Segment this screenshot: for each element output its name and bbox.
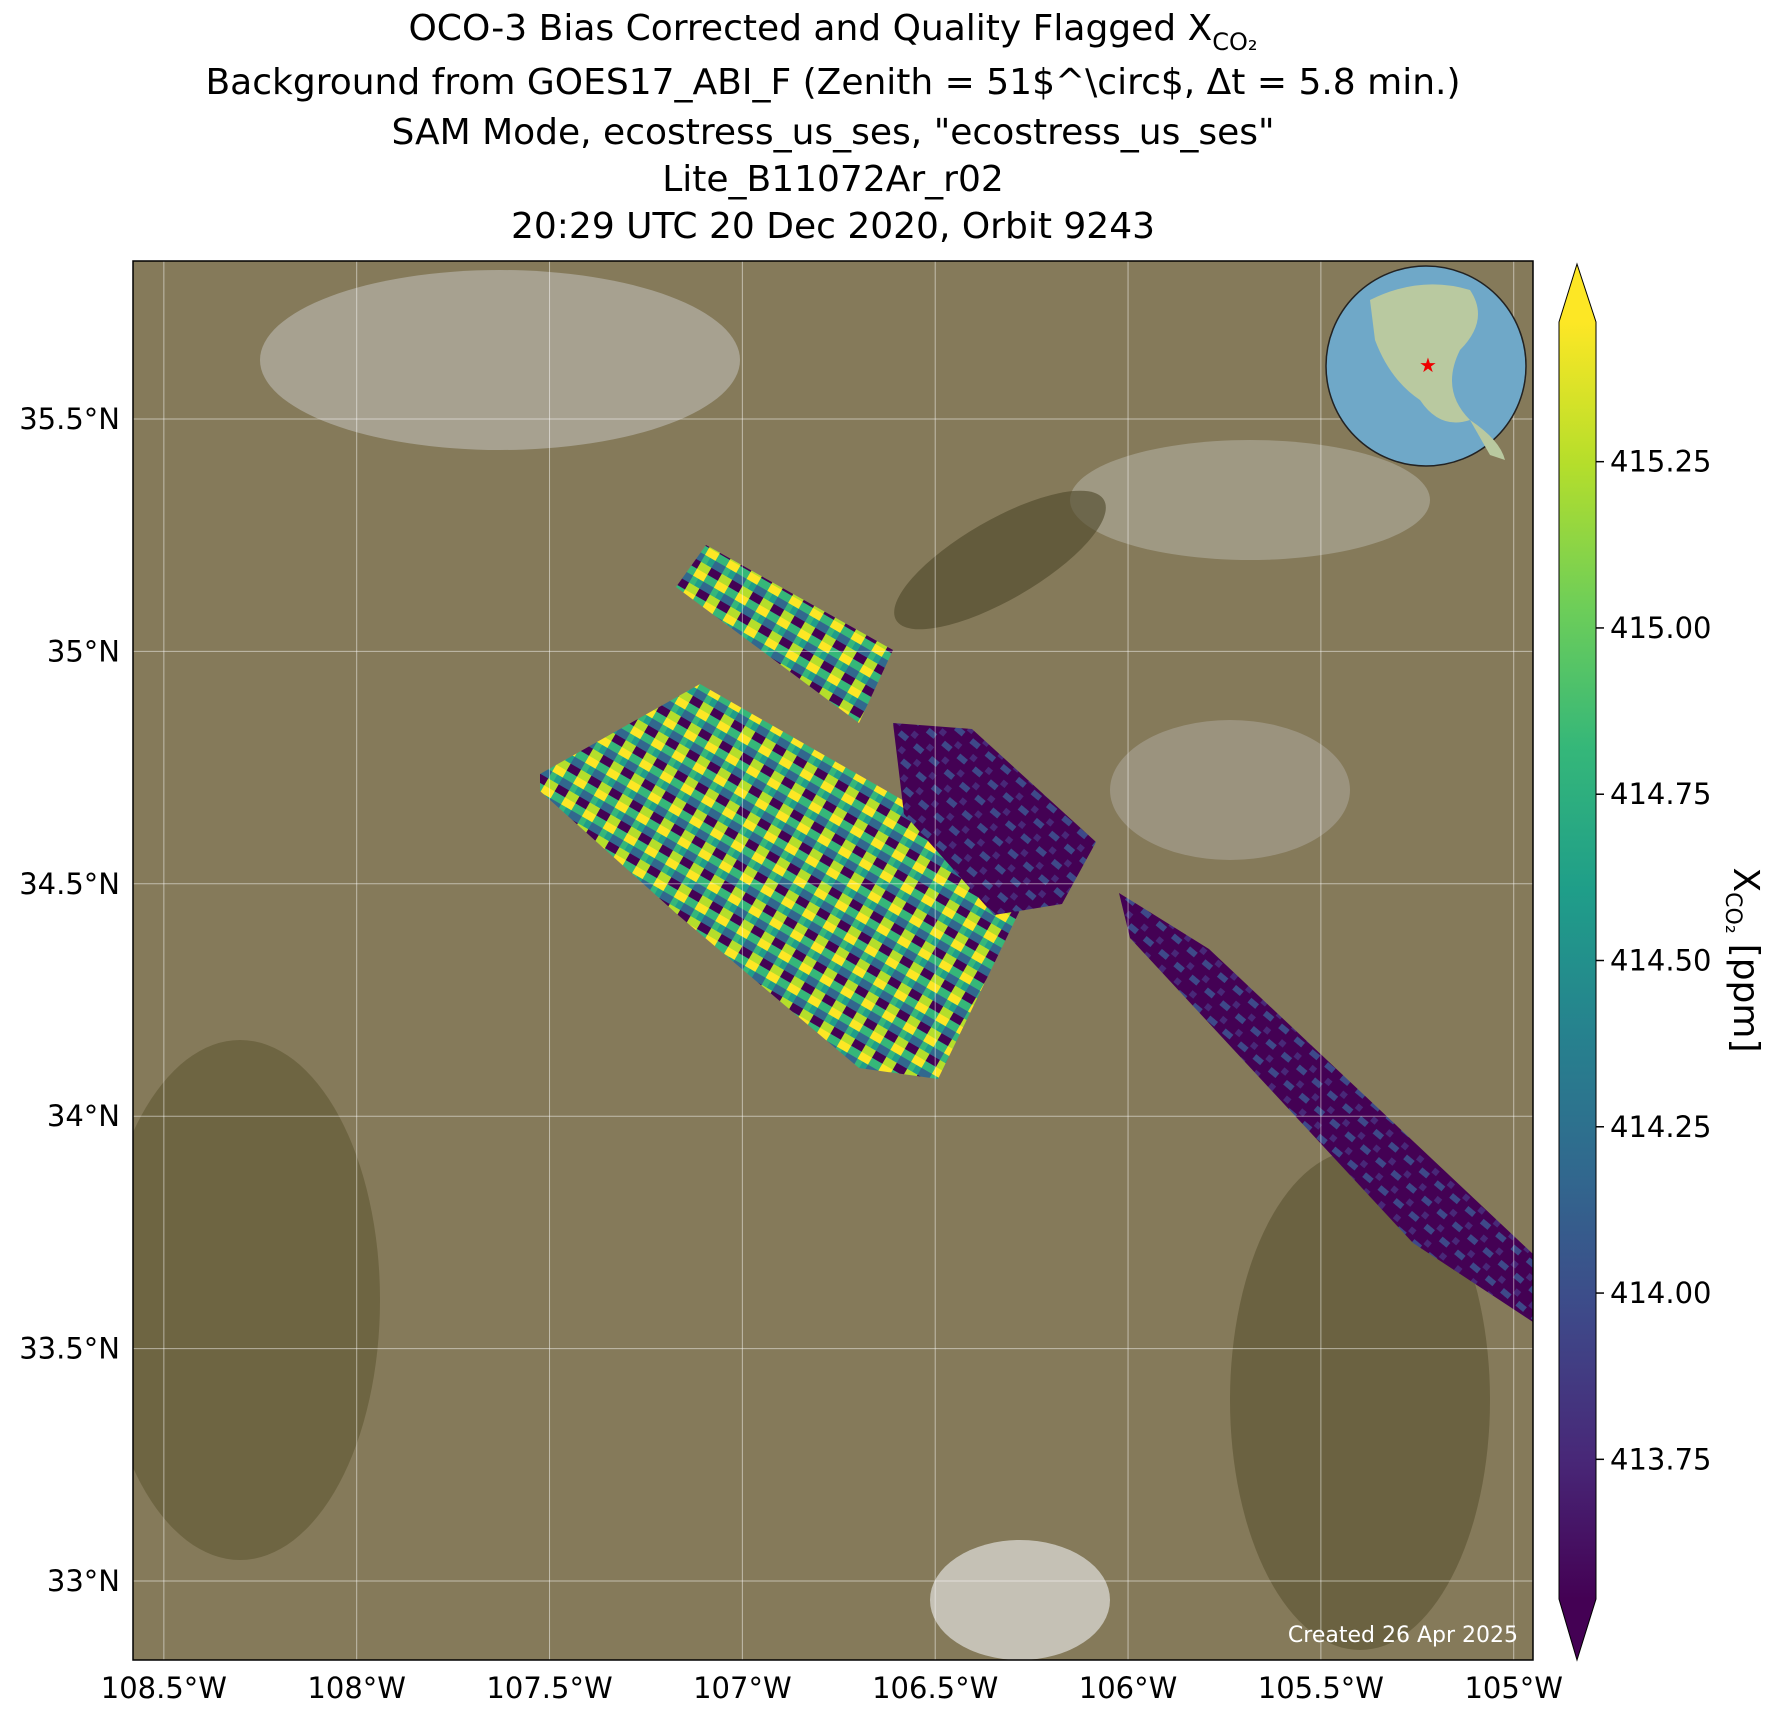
x-tick-label: 107.5°W <box>486 1671 612 1705</box>
colorbar-label: XCO₂ [ppm] <box>1720 867 1766 1052</box>
colorbar-extend-bottom <box>1559 1599 1596 1660</box>
y-tick-label: 34.5°N <box>19 867 120 901</box>
colorbar-tick-label: 414.00 <box>1610 1276 1711 1310</box>
x-tick-label: 106.5°W <box>872 1671 998 1705</box>
colorbar-gradient <box>1559 322 1596 1599</box>
title-line: 20:29 UTC 20 Dec 2020, Orbit 9243 <box>511 206 1155 247</box>
title: OCO-3 Bias Corrected and Quality Flagged… <box>205 8 1460 247</box>
map-area <box>133 261 1533 1660</box>
forest <box>133 1040 380 1560</box>
map-frame <box>132 260 1534 1661</box>
cloud <box>260 270 740 450</box>
x-tick-label: 105.5°W <box>1258 1671 1384 1705</box>
x-tick-label: 108.5°W <box>101 1671 227 1705</box>
colorbar-tick-label: 414.75 <box>1610 777 1711 811</box>
y-tick-label: 33.5°N <box>19 1332 120 1366</box>
cloud <box>1070 440 1430 560</box>
y-tick-label: 35.5°N <box>19 402 120 436</box>
forest <box>894 490 1106 630</box>
white-sands <box>930 1540 1110 1660</box>
title-subscript: CO₂ <box>1212 28 1257 56</box>
swath <box>676 545 893 723</box>
colorbar-label-text: X <box>1725 867 1766 892</box>
y-tick-label: 33°N <box>47 1564 120 1598</box>
cloud <box>1110 720 1350 860</box>
y-tick-label: 34°N <box>47 1099 120 1133</box>
annotation: Created 26 Apr 2025 <box>1288 1623 1518 1648</box>
title-text: OCO-3 Bias Corrected and Quality Flagged… <box>408 8 1212 49</box>
colorbar-tick-label: 414.25 <box>1610 1110 1711 1144</box>
colorbar-tick-label: 413.75 <box>1610 1442 1711 1476</box>
land <box>1470 420 1505 460</box>
y-tick-label: 35°N <box>47 634 120 668</box>
inset-globe: ★ <box>1325 265 1527 467</box>
colorbar: XCO₂ [ppm] 413.75 414.00 414.25 414.50 414.75… <box>1558 262 1766 1662</box>
swath <box>893 723 1096 915</box>
swath <box>1119 893 1533 1322</box>
colorbar-frame <box>1558 262 1597 1662</box>
forest <box>1230 1150 1490 1650</box>
title-line: OCO-3 Bias Corrected and Quality Flagged… <box>408 8 1257 56</box>
colorbar-tick-label: 414.50 <box>1610 944 1711 978</box>
swath <box>540 684 1023 1079</box>
x-tick-label: 108°W <box>307 1671 406 1705</box>
title-line: Lite_B11072Ar_r02 <box>662 159 1004 200</box>
colorbar-extend-top <box>1559 264 1596 322</box>
title-line: SAM Mode, ecostress_us_ses, "ecostress_u… <box>391 112 1274 153</box>
colorbar-tick-label: 415.25 <box>1610 445 1711 479</box>
title-line: Background from GOES17_ABI_F (Zenith = 5… <box>205 62 1460 103</box>
x-tick-label: 105°W <box>1464 1671 1563 1705</box>
colorbar-tick-label: 415.00 <box>1610 611 1711 645</box>
grid <box>133 261 1533 1660</box>
location-star: ★ <box>1419 353 1437 377</box>
colorbar-label-unit: [ppm] <box>1725 944 1766 1053</box>
x-tick-label: 106°W <box>1079 1671 1178 1705</box>
land <box>1370 284 1478 423</box>
x-tick-label: 107°W <box>693 1671 792 1705</box>
colorbar-label-subscript: CO₂ <box>1720 892 1745 934</box>
